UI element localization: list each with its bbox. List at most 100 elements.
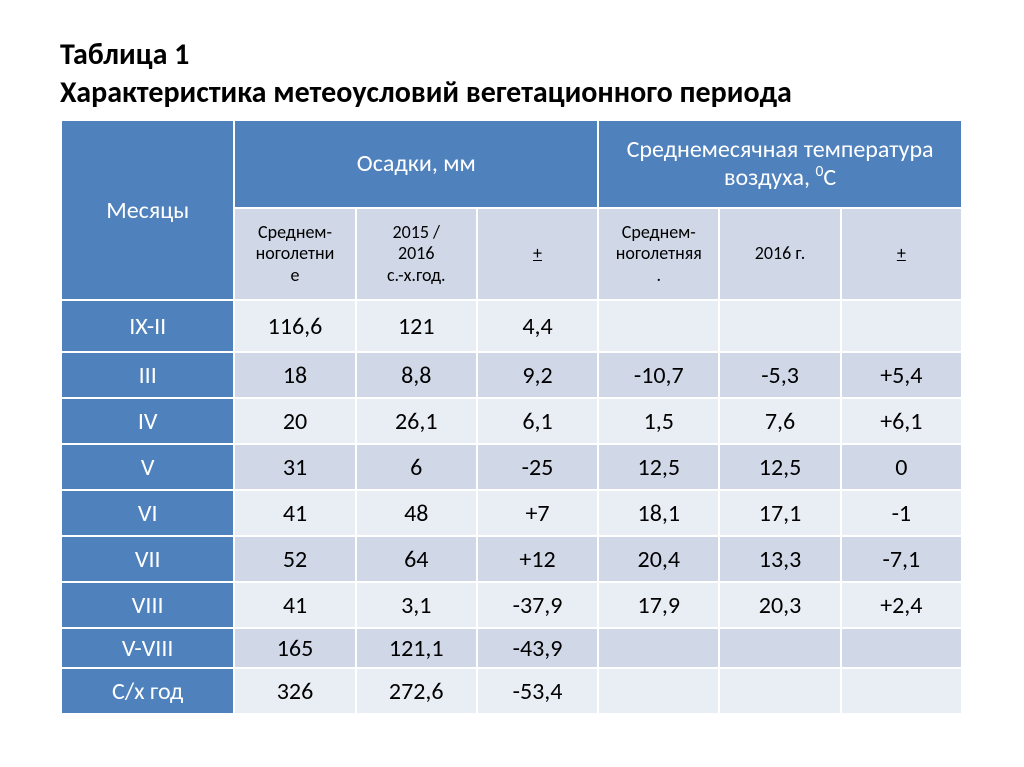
sub-temp-pm: + [841,208,962,300]
table-body: IX-II116,61214,4III188,89,2-10,7-5,3+5,4… [61,300,962,714]
data-cell: 116,6 [234,300,355,352]
data-cell [719,300,840,352]
txt: + [897,242,906,264]
txt: 2016 [398,242,435,264]
data-cell [598,300,719,352]
txt: е [291,264,300,286]
table-row: IV2026,16,11,57,6+6,1 [61,398,962,444]
txt: Среднем- [258,221,332,243]
sub-temp-multiyear: Среднем- ноголетняя . [598,208,719,300]
row-label: IV [61,398,234,444]
table-row: VIII413,1-37,917,920,3+2,4 [61,582,962,628]
data-cell: 26,1 [356,398,477,444]
data-cell: +12 [477,536,598,582]
data-cell: 18,1 [598,490,719,536]
txt: ноголетняя [616,242,702,264]
data-cell: 121 [356,300,477,352]
table-row: V-VIII165121,1-43,9 [61,628,962,668]
data-cell: 17,9 [598,582,719,628]
data-cell: 7,6 [719,398,840,444]
header-row-1: Месяцы Осадки, мм Среднемесячная темпера… [61,120,962,208]
data-cell: 9,2 [477,352,598,398]
row-label: VII [61,536,234,582]
data-cell: 121,1 [356,628,477,668]
data-cell: -53,4 [477,668,598,714]
table-row: III188,89,2-10,7-5,3+5,4 [61,352,962,398]
data-cell: 52 [234,536,355,582]
data-cell: -37,9 [477,582,598,628]
data-cell: 6 [356,444,477,490]
row-label: IX-II [61,300,234,352]
data-cell: 41 [234,582,355,628]
txt: . [657,264,662,286]
data-cell: 0 [841,444,962,490]
data-cell: -10,7 [598,352,719,398]
data-cell: 12,5 [598,444,719,490]
data-cell: -1 [841,490,962,536]
hdr-precip: Осадки, мм [234,120,598,208]
data-cell [719,628,840,668]
data-cell [841,628,962,668]
data-cell: 20,4 [598,536,719,582]
sub-precip-year: 2015 / 2016 с.-х.год. [356,208,477,300]
table-caption: Таблица 1 Характеристика метеоусловий ве… [60,36,964,111]
data-cell: 20,3 [719,582,840,628]
sub-precip-pm: + [477,208,598,300]
data-cell [719,668,840,714]
row-label: VI [61,490,234,536]
data-cell: 272,6 [356,668,477,714]
table-row: VI4148+718,117,1-1 [61,490,962,536]
data-cell [841,668,962,714]
table-row: IX-II116,61214,4 [61,300,962,352]
data-cell: -25 [477,444,598,490]
data-cell: 4,4 [477,300,598,352]
data-cell: 64 [356,536,477,582]
data-cell: 18 [234,352,355,398]
weather-table: Месяцы Осадки, мм Среднемесячная темпера… [60,119,963,715]
data-cell: 6,1 [477,398,598,444]
data-cell: 3,1 [356,582,477,628]
hdr-temp-post: С [823,163,836,192]
data-cell: 31 [234,444,355,490]
row-label: V [61,444,234,490]
row-label: VIII [61,582,234,628]
data-cell: 8,8 [356,352,477,398]
data-cell: -5,3 [719,352,840,398]
data-cell: 326 [234,668,355,714]
data-cell: +7 [477,490,598,536]
data-cell: 165 [234,628,355,668]
row-label: С/х год [61,668,234,714]
hdr-temp-pre: Среднемесячная температура воздуха, [627,135,934,192]
data-cell: +5,4 [841,352,962,398]
row-label: V-VIII [61,628,234,668]
data-cell [841,300,962,352]
data-cell: +2,4 [841,582,962,628]
title-line-2: Характеристика метеоусловий вегетационно… [60,74,792,111]
sub-precip-multiyear: Среднем- ноголетни е [234,208,355,300]
data-cell: 17,1 [719,490,840,536]
data-cell: 12,5 [719,444,840,490]
data-cell: 13,3 [719,536,840,582]
txt: Среднем- [622,221,696,243]
table-row: VII5264+1220,413,3-7,1 [61,536,962,582]
table-row: С/х год326272,6-53,4 [61,668,962,714]
data-cell: 48 [356,490,477,536]
data-cell: -7,1 [841,536,962,582]
txt: ноголетни [256,242,335,264]
hdr-months: Месяцы [61,120,234,300]
sub-temp-year: 2016 г. [719,208,840,300]
data-cell: +6,1 [841,398,962,444]
data-cell [598,668,719,714]
table-row: V316-2512,512,50 [61,444,962,490]
hdr-temp: Среднемесячная температура воздуха, 0С [598,120,962,208]
data-cell: 20 [234,398,355,444]
data-cell: 1,5 [598,398,719,444]
data-cell [598,628,719,668]
txt: + [533,242,542,264]
row-label: III [61,352,234,398]
txt: с.-х.год. [387,264,446,286]
title-line-1: Таблица 1 [60,36,189,73]
data-cell: -43,9 [477,628,598,668]
txt: 2015 / [392,221,440,243]
data-cell: 41 [234,490,355,536]
